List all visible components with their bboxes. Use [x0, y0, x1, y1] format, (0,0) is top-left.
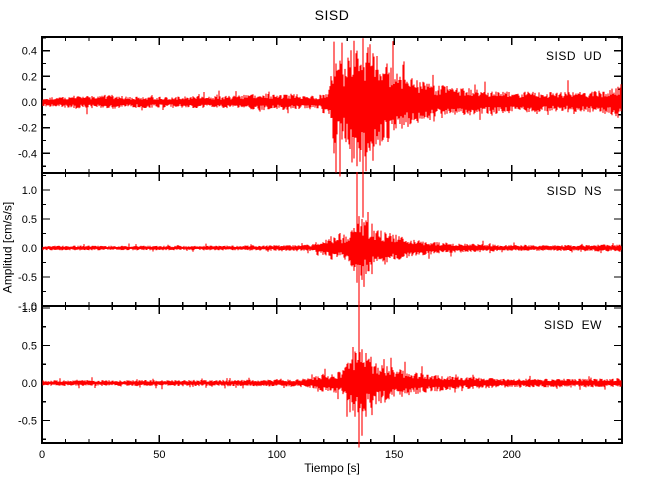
y-tick-label: 0.5 [22, 214, 37, 226]
x-tick-label: 150 [385, 449, 403, 461]
x-tick-label: 0 [39, 449, 45, 461]
y-tick-label: -0.2 [18, 123, 37, 135]
y-axis-label: Amplitud [cm/s/s] [0, 201, 15, 294]
y-tick-label: 0.0 [22, 243, 37, 255]
y-tick-label: 0.0 [22, 378, 37, 390]
y-tick-label: 1.0 [22, 185, 37, 197]
x-axis-label: Tiempo [s] [304, 461, 360, 475]
y-tick-label: 1.0 [22, 303, 37, 315]
y-tick-label: -1.0 [18, 301, 37, 313]
y-tick-label: 0.2 [22, 71, 37, 83]
x-tick-label: 100 [268, 449, 286, 461]
waveform-trace-NS [42, 172, 622, 304]
y-tick-label: 0.4 [22, 46, 37, 58]
y-tick-label: -0.4 [18, 148, 37, 160]
panel-label-ud: SISD UD [545, 49, 602, 63]
waveform-trace-UD [42, 38, 622, 218]
waveform-trace-EW [42, 301, 622, 448]
panel-label-ew: SISD EW [543, 318, 602, 332]
y-tick-label: 0.0 [22, 97, 37, 109]
panel-border-EW [41, 305, 623, 444]
x-tick-label: 50 [153, 449, 165, 461]
panel-label-ns: SISD NS [546, 184, 602, 198]
y-tick-label: -0.5 [18, 416, 37, 428]
chart-title: SISD [314, 7, 350, 23]
y-tick-label: 0.5 [22, 341, 37, 353]
x-tick-label: 200 [502, 449, 520, 461]
y-tick-label: -0.5 [18, 272, 37, 284]
